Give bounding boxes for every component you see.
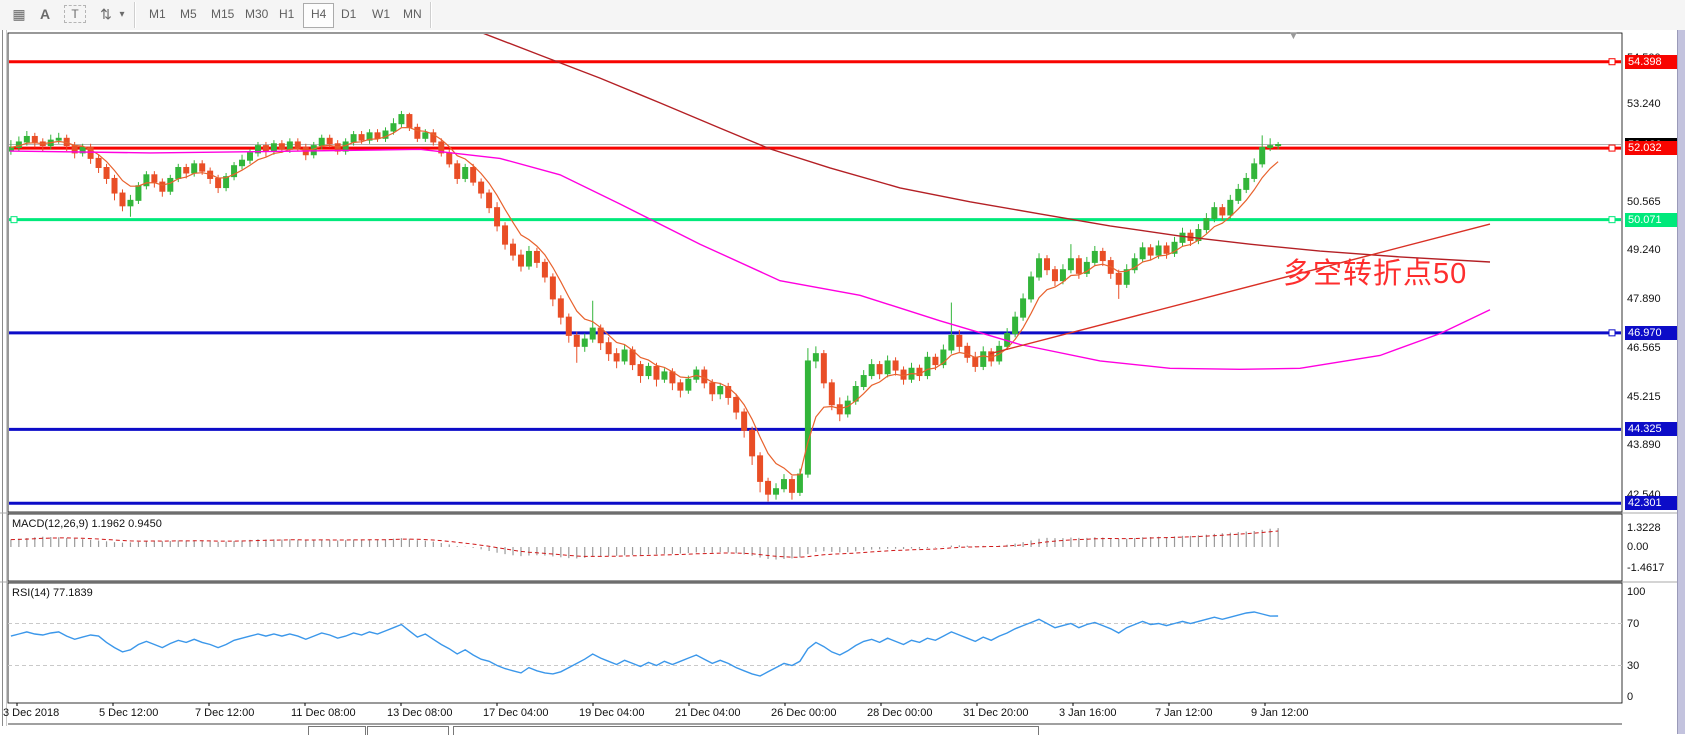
macd-label: MACD(12,26,9) 1.1962 0.9450 [12, 518, 162, 530]
date-label-11: 31 Dec 20:00 [963, 707, 1029, 719]
chart-shift-marker-icon[interactable]: ▼ [1288, 30, 1299, 42]
timeframe-button-m30[interactable]: M30 [245, 7, 269, 21]
main-price-panel [7, 32, 1623, 513]
date-label-14: 9 Jan 12:00 [1251, 707, 1309, 719]
date-label-9: 26 Dec 00:00 [771, 707, 837, 719]
bottom-tab[interactable] [367, 726, 449, 735]
macd-signal-line [10, 530, 1279, 558]
price-line-box-46.970: 46.970 [1625, 326, 1680, 340]
bottom-tab[interactable] [308, 726, 366, 735]
ma-medium-magenta [9, 148, 1491, 371]
line-handle [1608, 58, 1616, 66]
price-tick-43.890: 43.890 [1627, 439, 1661, 451]
timeframe-button-m15[interactable]: M15 [211, 7, 235, 21]
price-line-box-50.071: 50.071 [1625, 213, 1680, 227]
timeframe-button-mn[interactable]: MN [403, 7, 422, 21]
line-handle [10, 216, 18, 224]
rsi-line [10, 611, 1279, 677]
rsi-label: RSI(14) 77.1839 [12, 587, 93, 599]
top-toolbar: ▦ A T ⇅ ▾ M1 M5 M15 M30 H1 H4 D1 W1 MN [0, 0, 1685, 31]
date-label-7: 19 Dec 04:00 [579, 707, 645, 719]
window-right-scroll-strip[interactable] [1677, 30, 1685, 734]
price-tick-49.240: 49.240 [1627, 244, 1661, 256]
macd-histogram [10, 528, 1279, 560]
rsi-axis-100: 100 [1627, 586, 1646, 598]
rsi-axis-70: 70 [1627, 618, 1640, 630]
price-tick-46.565: 46.565 [1627, 342, 1661, 354]
date-label-6: 17 Dec 04:00 [483, 707, 549, 719]
fast-ma-line [10, 126, 1279, 476]
crosshair-grid-icon[interactable]: ▦ [12, 6, 26, 22]
chart-annotation-text[interactable]: 多空转折点50 [1283, 258, 1468, 290]
dropdown-caret-icon[interactable]: ▾ [119, 9, 125, 20]
objects-sort-icon[interactable]: ⇅ [100, 6, 112, 22]
timeframe-button-m1[interactable]: M1 [149, 7, 166, 21]
price-tick-47.890: 47.890 [1627, 293, 1661, 305]
price-tick-53.240: 53.240 [1627, 98, 1661, 110]
rsi-axis-30: 30 [1627, 660, 1640, 672]
toolbar-separator [430, 2, 432, 28]
macd-axis-0.00: 0.00 [1627, 541, 1649, 553]
ma-long-darkred [483, 34, 1491, 263]
line-handle [1608, 144, 1616, 152]
date-label-12: 3 Jan 16:00 [1059, 707, 1117, 719]
macd-axis--1.4617: -1.4617 [1627, 562, 1665, 574]
line-handle [1608, 216, 1616, 224]
window-left-border [2, 30, 3, 726]
price-tick-50.565: 50.565 [1627, 196, 1661, 208]
price-line-box-42.301: 42.301 [1625, 496, 1680, 510]
date-label-3: 7 Dec 12:00 [195, 707, 255, 719]
date-label-10: 28 Dec 00:00 [867, 707, 933, 719]
date-label-4: 11 Dec 08:00 [291, 707, 356, 719]
timeframe-button-m5[interactable]: M5 [180, 7, 197, 21]
date-label-1: 3 Dec 2018 [3, 707, 60, 719]
timeframe-button-w1[interactable]: W1 [372, 7, 390, 21]
date-label-8: 21 Dec 04:00 [675, 707, 741, 719]
chart-canvas[interactable] [0, 30, 1685, 734]
toolbar-separator [134, 2, 136, 28]
macd-panel [7, 513, 1623, 582]
window-left-border-inner [6, 30, 7, 726]
date-label-2: 5 Dec 12:00 [99, 707, 159, 719]
main-chart-graphics [9, 34, 1621, 505]
timeframe-button-h1[interactable]: H1 [279, 7, 295, 21]
text-label-icon[interactable]: T [64, 5, 86, 23]
macd-axis-1.3228: 1.3228 [1627, 522, 1661, 534]
bottom-tab[interactable] [453, 726, 1039, 735]
rsi-axis-0: 0 [1627, 691, 1634, 703]
line-handle [1608, 329, 1616, 337]
date-label-5: 13 Dec 08:00 [387, 707, 453, 719]
timeframe-button-h4[interactable]: H4 [303, 3, 335, 28]
trendline-ascending [989, 223, 1491, 355]
price-line-box-54.398: 54.398 [1625, 55, 1680, 69]
date-label-13: 7 Jan 12:00 [1155, 707, 1213, 719]
price-line-box-52.032: 52.032 [1625, 141, 1680, 155]
price-line-box-44.325: 44.325 [1625, 422, 1680, 436]
text-a-icon[interactable]: A [39, 6, 51, 22]
timeframe-button-d1[interactable]: D1 [341, 7, 357, 21]
price-tick-45.215: 45.215 [1627, 391, 1661, 403]
chart-window[interactable]: ▲ USOil-,H4 52.150 52.150 52.130 52.130 … [0, 30, 1685, 735]
candlesticks [9, 110, 1282, 502]
